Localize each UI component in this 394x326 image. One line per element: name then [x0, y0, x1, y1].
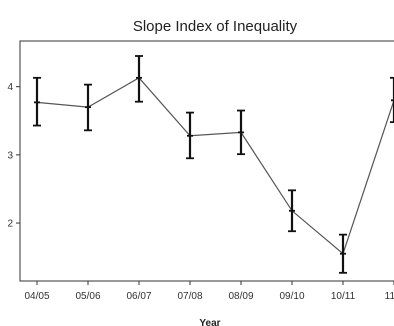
x-tick-label-6: 10/11	[331, 291, 356, 302]
series-layer	[33, 55, 394, 274]
y-tick-label-3: 3	[7, 150, 13, 161]
chart-title: Slope Index of Inequality	[133, 18, 298, 35]
y-tick-label-4: 4	[7, 82, 13, 93]
x-tick-label-0: 04/05	[24, 291, 49, 302]
x-tick-label-7: 11/1	[385, 291, 394, 302]
x-tick-label-3: 07/08	[177, 291, 202, 302]
x-tick-label-2: 06/07	[126, 291, 151, 302]
x-axis: 04/05 05/06 06/07 07/08 08/09 09/10 10/11 11/1	[24, 281, 394, 302]
y-tick-label-2: 2	[7, 219, 13, 230]
y-axis: 2 3 4	[7, 82, 20, 230]
x-tick-label-4: 08/09	[228, 291, 253, 302]
series-line-0	[36, 77, 394, 255]
x-tick-label-1: 05/06	[75, 291, 100, 302]
x-tick-label-5: 09/10	[279, 291, 304, 302]
plot-frame	[19, 40, 394, 282]
x-axis-label: Year	[199, 318, 220, 326]
